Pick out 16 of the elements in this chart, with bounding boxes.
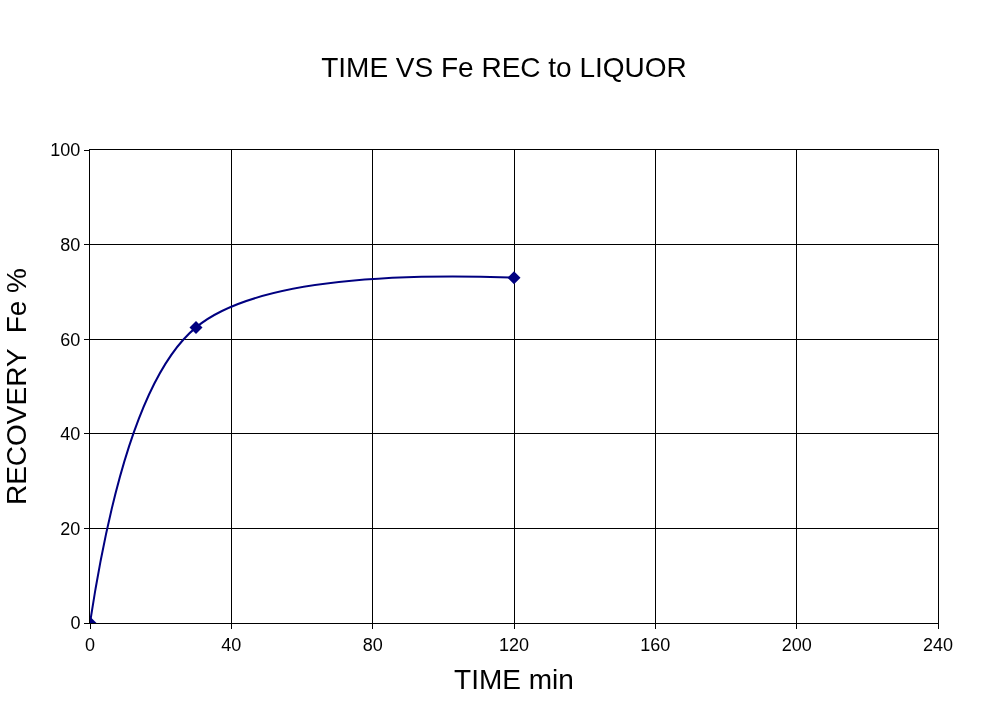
x-tick-label: 120 bbox=[498, 634, 530, 655]
chart-title: TIME VS Fe REC to LIQUOR bbox=[321, 52, 687, 84]
y-axis-title: RECOVERY Fe % bbox=[1, 267, 33, 506]
x-tick-label: 240 bbox=[922, 634, 954, 655]
x-tick-label: 40 bbox=[221, 634, 242, 655]
y-tick-label: 60 bbox=[60, 329, 81, 350]
y-tick-label: 80 bbox=[60, 234, 81, 255]
y-tick-label: 100 bbox=[50, 140, 81, 161]
x-tick-label: 0 bbox=[84, 634, 96, 655]
x-tick-label: 200 bbox=[781, 634, 812, 655]
y-tick-label: 40 bbox=[60, 424, 81, 445]
x-axis-title: TIME min bbox=[454, 663, 574, 695]
y-tick-label: 20 bbox=[60, 518, 81, 539]
x-tick-label: 80 bbox=[362, 634, 383, 655]
x-tick-label: 160 bbox=[640, 634, 671, 655]
y-tick-label: 0 bbox=[70, 613, 81, 634]
